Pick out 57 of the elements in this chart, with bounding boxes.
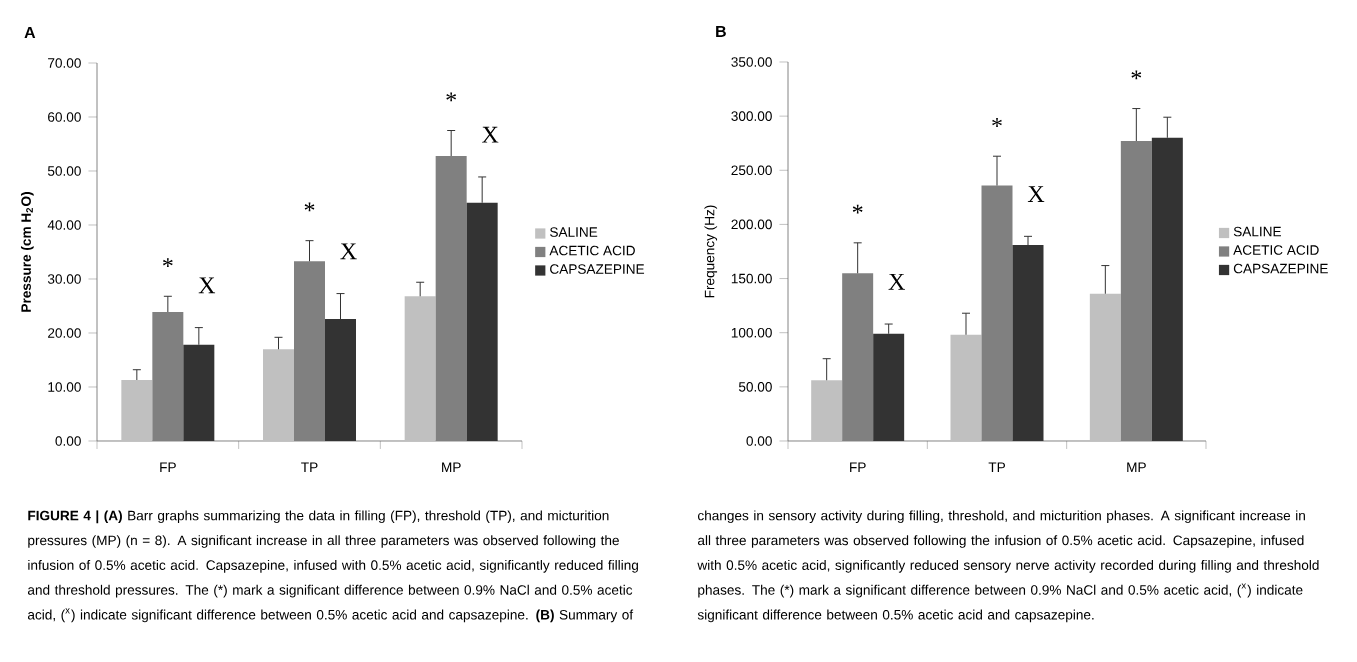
annotation: *: [304, 202, 315, 212]
y-axis-title: Frequency (Hz): [704, 205, 718, 298]
y-axis-title: Pressure (cm H$_{2}$O): [20, 192, 34, 312]
y-tick-label: 250.00: [731, 165, 772, 176]
y-tick-label: 100.00: [731, 327, 772, 338]
bar: [404, 296, 436, 441]
y-tick-label: 0.00: [55, 436, 81, 446]
bar: [1089, 293, 1121, 441]
bar: [1120, 141, 1152, 441]
annotation: X: [1027, 186, 1045, 202]
y-tick-label: 200.00: [731, 219, 772, 230]
x-tick-label: TP: [301, 462, 318, 472]
bar: [263, 349, 294, 441]
text: FIGURE 4 | (A) Barr graphs summarizing the data in filling (FP), threshold (TP), and micturition pressures (MP) (n = 8). A significant increase in all three parameters was observed following the infusion of 0.5% acetic acid. Capsazepine, infused with 0.5% acetic acid, significantly reduced filling and threshold pressures. The (*) mark a significant difference between 0.9% NaCl and 0.5% acetic acid, ($^{x}$) indicate significant difference between 0.5% acetic acid and capsazepine. (B) Summary of: [27, 510, 638, 623]
annotation: X: [888, 273, 905, 290]
annotation: X: [198, 277, 216, 294]
bar: [435, 155, 467, 441]
x-tick-label: TP: [988, 462, 1005, 472]
legend-label: CAPSAZEPINE: [1233, 263, 1328, 274]
bar: [121, 379, 153, 441]
legend-label: SALINE: [550, 227, 598, 237]
legend-label: ACETIC ACID: [549, 245, 635, 256]
y-tick-label: 60.00: [48, 112, 81, 122]
bar: [950, 334, 982, 441]
legend-label: CAPSAZEPINE: [550, 264, 645, 274]
y-tick-label: 10.00: [48, 382, 81, 392]
annotation: *: [163, 258, 173, 267]
y-tick-label: 70.00: [48, 58, 81, 68]
x-tick-label: FP: [160, 462, 176, 472]
y-tick-label: 350.00: [731, 57, 772, 67]
y-tick-label: 40.00: [47, 220, 81, 230]
x-tick-label: FP: [850, 462, 866, 472]
bar: [152, 311, 184, 441]
chart-title: A: [24, 26, 36, 38]
x-tick-label: MP: [442, 462, 461, 472]
legend-label: SALINE: [1233, 226, 1281, 237]
y-tick-label: 300.00: [731, 111, 772, 121]
y-tick-label: 20.00: [48, 328, 81, 338]
legend-label: ACETIC ACID: [1233, 245, 1319, 255]
annotation: *: [992, 118, 1002, 127]
y-tick-label: 0.00: [746, 436, 772, 446]
annotation: *: [446, 92, 457, 102]
annotation: X: [340, 243, 357, 260]
annotation: *: [1131, 70, 1142, 80]
y-tick-label: 50.00: [47, 166, 81, 176]
y-tick-label: 30.00: [47, 274, 81, 284]
bar: [294, 261, 325, 441]
x-tick-label: MP: [1127, 462, 1146, 472]
bar: [981, 185, 1013, 441]
y-tick-label: 150.00: [731, 273, 772, 284]
bar: [811, 380, 843, 441]
chart-title: B: [716, 25, 726, 37]
text: changes in sensory activity during filling, threshold, and micturition phases. A significant increase in all three parameters was observed following the infusion of 0.5% acetic acid. Capsazepine, infused with 0.5% acetic acid, significantly reduced sensory nerve activity recorded during filling and threshold phases. The (*) mark a significant difference between 0.9% NaCl and 0.5% acetic acid, ($^{x}$) indicate significant difference between 0.5% acetic acid and capsazepine.: [697, 510, 1319, 623]
y-tick-label: 50.00: [738, 382, 772, 392]
annotation: X: [482, 126, 499, 143]
annotation: *: [852, 204, 863, 214]
bar: [842, 273, 874, 441]
